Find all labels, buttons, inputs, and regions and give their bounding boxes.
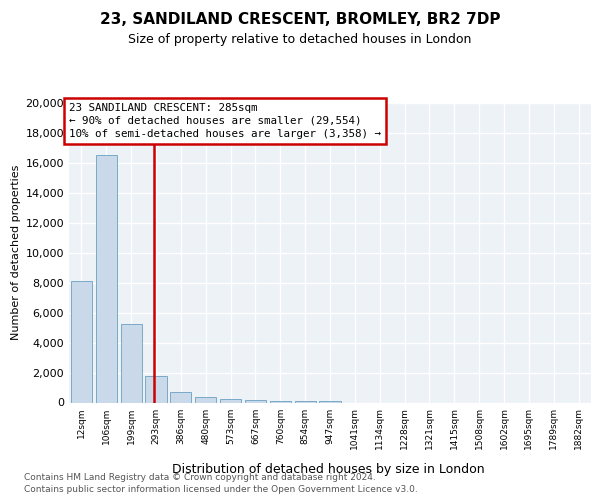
- Text: 23, SANDILAND CRESCENT, BROMLEY, BR2 7DP: 23, SANDILAND CRESCENT, BROMLEY, BR2 7DP: [100, 12, 500, 28]
- Bar: [121, 324, 142, 402]
- Bar: [295, 401, 316, 402]
- Text: Contains public sector information licensed under the Open Government Licence v3: Contains public sector information licen…: [24, 485, 418, 494]
- Text: Contains HM Land Registry data © Crown copyright and database right 2024.: Contains HM Land Registry data © Crown c…: [24, 472, 376, 482]
- Text: Size of property relative to detached houses in London: Size of property relative to detached ho…: [128, 32, 472, 46]
- Bar: [245, 400, 266, 402]
- Bar: [270, 400, 291, 402]
- Bar: [145, 376, 167, 402]
- Bar: [170, 392, 191, 402]
- Text: 23 SANDILAND CRESCENT: 285sqm
← 90% of detached houses are smaller (29,554)
10% : 23 SANDILAND CRESCENT: 285sqm ← 90% of d…: [69, 102, 381, 139]
- Text: Distribution of detached houses by size in London: Distribution of detached houses by size …: [172, 462, 485, 475]
- Bar: [220, 399, 241, 402]
- Y-axis label: Number of detached properties: Number of detached properties: [11, 165, 22, 340]
- Bar: [96, 155, 117, 402]
- Bar: [195, 397, 216, 402]
- Bar: [71, 281, 92, 402]
